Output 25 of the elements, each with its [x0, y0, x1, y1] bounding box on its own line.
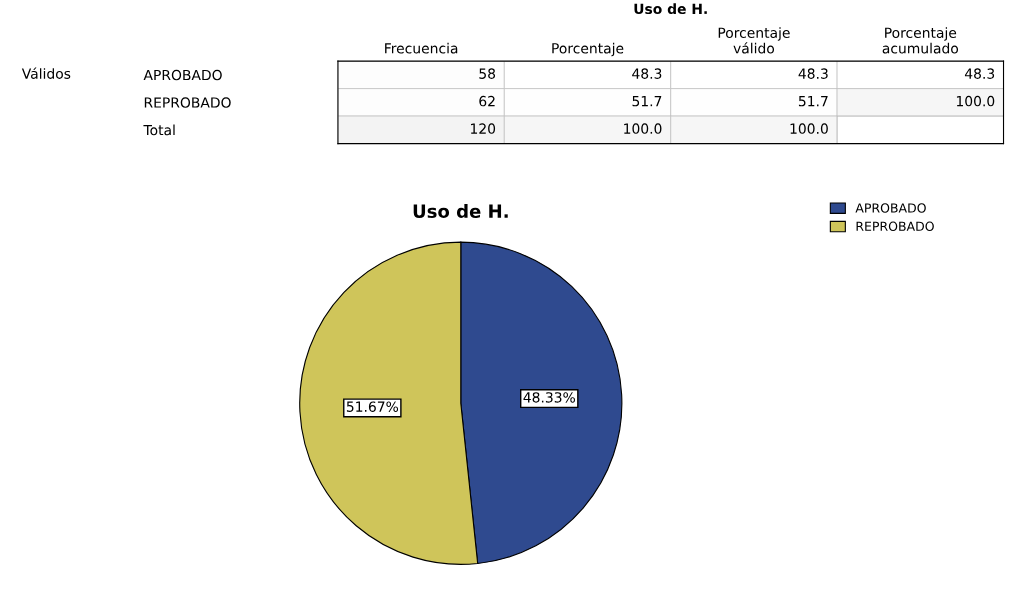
data-label: 51.67% [346, 401, 399, 412]
data-label: 48.3 [632, 68, 662, 79]
data-label: 48.3 [964, 68, 995, 79]
chart-title: Uso de H. [634, 3, 707, 15]
x-tick-label: Frecuencia [385, 42, 458, 54]
x-tick-label: Porcentaje [552, 42, 624, 57]
text: Válidos [21, 67, 71, 79]
data-label: 100.0 [790, 123, 828, 134]
x-tick-label: Porcentaje acumulado [882, 27, 959, 54]
data-label: 58 [479, 68, 496, 79]
x-tick-label: Porcentaje válido [718, 27, 790, 54]
legend-label: APROBADO [855, 203, 926, 213]
data-label: 120 [471, 123, 496, 134]
legend-label: REPROBADO [856, 221, 934, 232]
chart-title: Uso de H. [413, 204, 508, 218]
y-tick-label: APROBADO [143, 69, 222, 81]
y-tick-label: REPROBADO [144, 97, 231, 108]
data-label: 48.33% [523, 392, 575, 403]
data-label: 100.0 [956, 95, 995, 107]
data-label: 62 [479, 95, 495, 107]
y-tick-label: Total [143, 124, 175, 136]
data-label: 51.7 [798, 96, 828, 107]
data-label: 48.3 [798, 68, 828, 79]
data-label: 51.7 [632, 96, 662, 107]
data-label: 100.0 [624, 123, 662, 134]
